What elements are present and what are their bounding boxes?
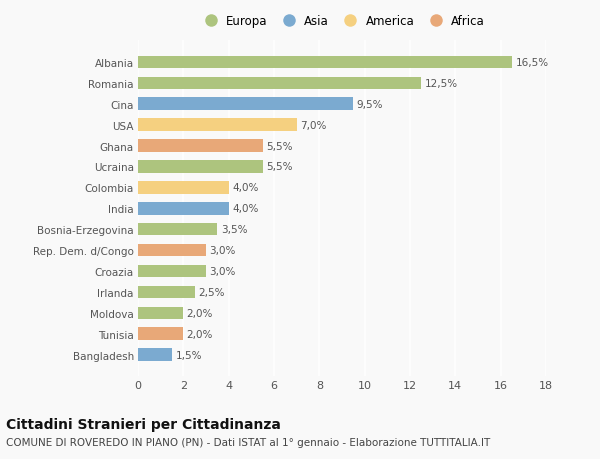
Text: 12,5%: 12,5% xyxy=(425,78,458,89)
Text: 4,0%: 4,0% xyxy=(232,204,259,214)
Text: 2,5%: 2,5% xyxy=(198,287,224,297)
Text: 4,0%: 4,0% xyxy=(232,183,259,193)
Text: 5,5%: 5,5% xyxy=(266,141,293,151)
Text: 2,0%: 2,0% xyxy=(187,308,213,318)
Bar xyxy=(138,265,206,278)
Bar xyxy=(138,307,184,319)
Text: 2,0%: 2,0% xyxy=(187,329,213,339)
Bar xyxy=(138,56,512,69)
Bar xyxy=(138,286,194,298)
Text: 16,5%: 16,5% xyxy=(515,58,548,68)
Text: 3,0%: 3,0% xyxy=(209,266,236,276)
Bar xyxy=(138,119,296,132)
Text: COMUNE DI ROVEREDO IN PIANO (PN) - Dati ISTAT al 1° gennaio - Elaborazione TUTTI: COMUNE DI ROVEREDO IN PIANO (PN) - Dati … xyxy=(6,437,490,447)
Bar xyxy=(138,182,229,194)
Text: 9,5%: 9,5% xyxy=(357,100,383,110)
Text: 3,5%: 3,5% xyxy=(221,225,247,235)
Bar xyxy=(138,140,263,152)
Bar xyxy=(138,244,206,257)
Text: 7,0%: 7,0% xyxy=(300,120,326,130)
Bar xyxy=(138,98,353,111)
Text: Cittadini Stranieri per Cittadinanza: Cittadini Stranieri per Cittadinanza xyxy=(6,417,281,431)
Bar xyxy=(138,349,172,361)
Bar xyxy=(138,224,217,236)
Legend: Europa, Asia, America, Africa: Europa, Asia, America, Africa xyxy=(194,11,490,33)
Text: 5,5%: 5,5% xyxy=(266,162,293,172)
Bar xyxy=(138,161,263,174)
Bar xyxy=(138,328,184,340)
Text: 1,5%: 1,5% xyxy=(175,350,202,360)
Bar xyxy=(138,78,421,90)
Bar xyxy=(138,202,229,215)
Text: 3,0%: 3,0% xyxy=(209,246,236,256)
